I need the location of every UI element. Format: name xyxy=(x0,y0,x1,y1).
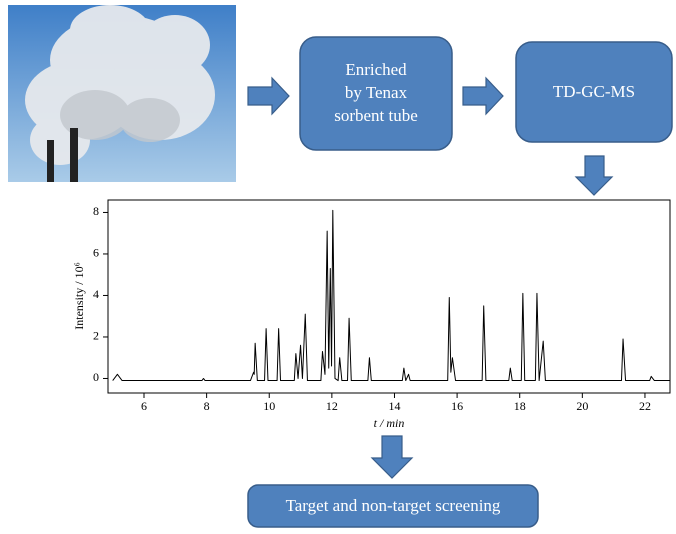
box-text: TD-GC-MS xyxy=(553,82,635,101)
x-axis-label: t / min xyxy=(374,416,405,430)
arrow xyxy=(372,436,412,478)
y-tick-label: 0 xyxy=(93,370,99,384)
x-tick-label: 14 xyxy=(388,399,400,413)
x-tick-label: 10 xyxy=(263,399,275,413)
x-tick-label: 8 xyxy=(204,399,210,413)
x-tick-label: 6 xyxy=(141,399,147,413)
box-text: by Tenax xyxy=(345,83,408,102)
x-tick-label: 22 xyxy=(639,399,651,413)
x-tick-label: 16 xyxy=(451,399,463,413)
plot-frame xyxy=(108,200,670,393)
y-axis-label: Intensity / 10⁶ xyxy=(72,262,86,330)
figure: Enriched by Tenax sorbent tube TD-GC-MS … xyxy=(0,0,676,529)
y-tick-label: 6 xyxy=(93,246,99,260)
chromatogram-line xyxy=(113,210,670,380)
page: {"nodes": [ {"lines": ["Enriched", "by T… xyxy=(0,0,676,529)
smoke-photo xyxy=(8,5,236,182)
y-tick-label: 4 xyxy=(93,287,99,301)
y-tick-label: 2 xyxy=(93,329,99,343)
x-tick-label: 12 xyxy=(326,399,338,413)
x-tick-label: 18 xyxy=(514,399,526,413)
arrow xyxy=(248,78,289,114)
arrow xyxy=(463,78,503,114)
y-tick-label: 8 xyxy=(93,204,99,218)
arrow xyxy=(576,156,612,195)
box-text: Target and non-target screening xyxy=(286,496,501,515)
box-text: Enriched xyxy=(345,60,407,79)
box-text: sorbent tube xyxy=(334,106,418,125)
x-tick-label: 20 xyxy=(576,399,588,413)
